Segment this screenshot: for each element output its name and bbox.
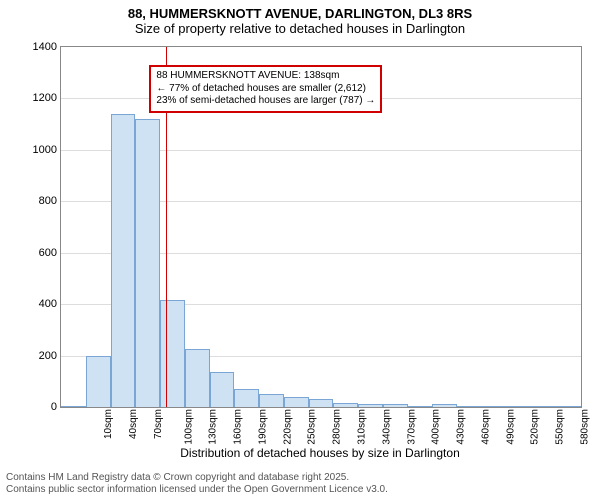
y-tick-label: 0 — [51, 401, 61, 413]
bar — [408, 406, 433, 407]
annotation-line: 23% of semi-detached houses are larger (… — [156, 95, 375, 108]
x-tick-label: 400sqm — [431, 409, 442, 445]
annotation-line: 88 HUMMERSKNOTT AVENUE: 138sqm — [156, 70, 375, 83]
bar — [210, 372, 235, 407]
x-tick-label: 220sqm — [282, 409, 293, 445]
bar — [457, 406, 482, 407]
x-tick-label: 10sqm — [103, 409, 114, 439]
y-tick-label: 400 — [39, 298, 61, 310]
bar — [61, 406, 86, 407]
bar — [383, 404, 408, 407]
x-tick-label: 490sqm — [505, 409, 516, 445]
bar — [309, 399, 334, 407]
bar — [556, 406, 581, 407]
bar — [531, 406, 556, 407]
x-tick-label: 280sqm — [332, 409, 343, 445]
annotation-line: ← 77% of detached houses are smaller (2,… — [156, 83, 375, 96]
bar — [160, 300, 185, 407]
x-tick-label: 190sqm — [258, 409, 269, 445]
y-tick-label: 600 — [39, 247, 61, 259]
plot-region: 020040060080010001200140010sqm40sqm70sqm… — [60, 46, 582, 408]
footer-line-1: Contains HM Land Registry data © Crown c… — [6, 472, 388, 484]
bar — [482, 406, 507, 407]
x-tick-label: 130sqm — [208, 409, 219, 445]
bar — [135, 119, 160, 407]
x-tick-label: 340sqm — [381, 409, 392, 445]
bar — [284, 397, 309, 407]
x-tick-label: 460sqm — [480, 409, 491, 445]
y-tick-label: 1000 — [33, 144, 61, 156]
x-tick-label: 580sqm — [579, 409, 590, 445]
bar — [432, 404, 457, 407]
footer-credits: Contains HM Land Registry data © Crown c… — [6, 472, 388, 496]
x-axis-label: Distribution of detached houses by size … — [60, 446, 580, 460]
x-tick-label: 250sqm — [307, 409, 318, 445]
x-tick-label: 100sqm — [183, 409, 194, 445]
y-tick-label: 800 — [39, 195, 61, 207]
x-tick-label: 430sqm — [456, 409, 467, 445]
footer-line-2: Contains public sector information licen… — [6, 484, 388, 496]
bar — [507, 406, 532, 407]
bar — [111, 114, 136, 407]
bar — [333, 403, 358, 407]
page-subtitle: Size of property relative to detached ho… — [0, 21, 600, 38]
chart-area: Number of detached properties 0200400600… — [60, 46, 580, 406]
x-tick-label: 550sqm — [555, 409, 566, 445]
annotation-box: 88 HUMMERSKNOTT AVENUE: 138sqm← 77% of d… — [149, 65, 382, 113]
x-tick-label: 520sqm — [530, 409, 541, 445]
chart-container: { "title_line1": "88, HUMMERSKNOTT AVENU… — [0, 0, 600, 500]
x-tick-label: 70sqm — [153, 409, 164, 439]
bar — [259, 394, 284, 407]
y-tick-label: 1200 — [33, 92, 61, 104]
bar — [185, 349, 210, 407]
bar — [86, 356, 111, 407]
bar — [358, 404, 383, 407]
x-tick-label: 310sqm — [357, 409, 368, 445]
y-tick-label: 1400 — [33, 41, 61, 53]
bar — [234, 389, 259, 407]
y-tick-label: 200 — [39, 350, 61, 362]
page-title: 88, HUMMERSKNOTT AVENUE, DARLINGTON, DL3… — [0, 0, 600, 21]
x-tick-label: 370sqm — [406, 409, 417, 445]
x-tick-label: 40sqm — [128, 409, 139, 439]
x-tick-label: 160sqm — [233, 409, 244, 445]
